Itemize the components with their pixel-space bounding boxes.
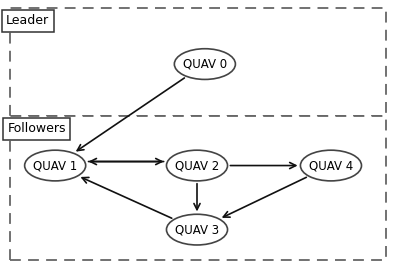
Ellipse shape: [174, 49, 235, 79]
Text: QUAV 3: QUAV 3: [175, 223, 219, 236]
Text: QUAV 2: QUAV 2: [175, 159, 219, 172]
Ellipse shape: [166, 214, 227, 245]
Bar: [10, 8, 386, 116]
Bar: [10, 116, 386, 260]
Ellipse shape: [24, 150, 86, 181]
Text: QUAV 1: QUAV 1: [33, 159, 77, 172]
Text: QUAV 4: QUAV 4: [309, 159, 353, 172]
Text: QUAV 0: QUAV 0: [183, 58, 227, 70]
Text: Followers: Followers: [7, 123, 66, 135]
Ellipse shape: [166, 150, 227, 181]
Text: Leader: Leader: [6, 14, 49, 27]
Ellipse shape: [300, 150, 362, 181]
